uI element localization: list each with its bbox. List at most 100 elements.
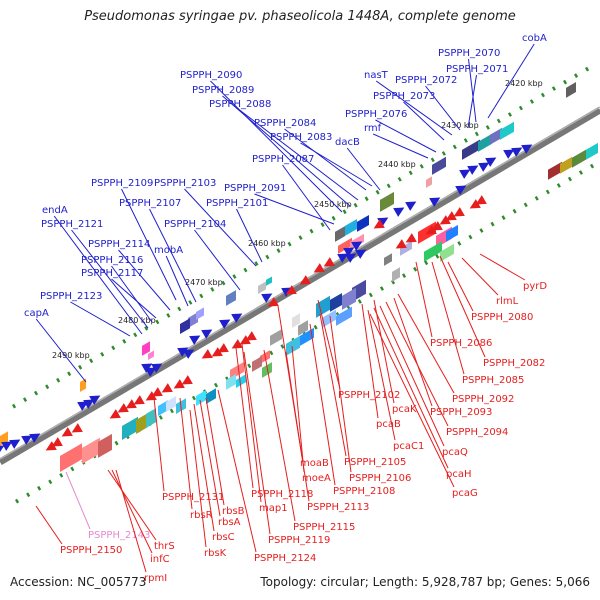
gene-block [424, 241, 442, 262]
reverse-leader-line [189, 409, 207, 548]
forward-gene-arrow [478, 162, 490, 172]
gene-block [158, 400, 168, 416]
outer-tick-dot [419, 163, 424, 169]
inner-tick-dot [114, 440, 119, 446]
gene-block [357, 214, 369, 232]
reverse-leader-line [243, 351, 271, 535]
forward-gene-label: PSPPH_2109 [91, 178, 153, 189]
inner-tick-dot [368, 292, 373, 298]
inner-tick-dot [70, 466, 75, 472]
forward-gene-arrow [337, 253, 349, 263]
forward-gene-arrow [503, 149, 515, 159]
outer-tick-dot [397, 176, 402, 182]
forward-gene-label: PSPPH_2114 [88, 239, 150, 250]
outer-tick-dot [23, 397, 28, 402]
forward-leader-line [284, 128, 367, 191]
reverse-gene-label: PSPPH_2118 [251, 489, 313, 500]
reverse-gene-label: pcaC1 [393, 441, 424, 452]
reverse-leader-line [447, 261, 474, 312]
outer-tick-dot [188, 300, 193, 305]
inner-tick-dot [402, 273, 407, 278]
outer-tick-dot [364, 196, 369, 202]
gene-block [335, 226, 345, 242]
gene-block [252, 356, 262, 372]
outer-tick-dot [298, 235, 303, 240]
reverse-gene-label: moaB [300, 458, 329, 469]
forward-leader-line [346, 147, 381, 191]
reverse-gene-arrow [373, 219, 385, 229]
forward-gene-label: dacB [335, 137, 360, 148]
forward-gene-arrow [219, 319, 231, 329]
reverse-gene-label: PSPPH_2105 [344, 457, 406, 468]
kbp-tick-label: 2440 kbp [378, 160, 416, 169]
gene-block [148, 350, 154, 360]
outer-tick-dot [474, 131, 479, 137]
reverse-gene-arrow [431, 221, 443, 231]
gene-block [392, 267, 400, 282]
forward-leader-line [300, 142, 373, 187]
forward-gene-arrow [21, 435, 33, 445]
forward-leader-line [222, 95, 351, 207]
gene-block [586, 142, 598, 160]
forward-leader-line [71, 229, 149, 329]
inner-tick-dot [413, 266, 418, 272]
forward-gene-label: PSPPH_2104 [164, 219, 226, 230]
outer-tick-dot [210, 287, 215, 292]
forward-gene-arrow [393, 207, 405, 217]
outer-tick-dot [122, 339, 127, 344]
inner-tick-dot [578, 170, 583, 175]
reverse-leader-line [291, 345, 305, 473]
kbp-tick-label: 2480 kbp [118, 316, 156, 325]
outer-tick-dot [89, 358, 94, 364]
gene-block [446, 224, 458, 242]
outer-tick-dot [155, 319, 160, 325]
reverse-gene-label: pyrD [523, 281, 547, 292]
kbp-tick-label: 2420 kbp [505, 79, 543, 88]
reverse-gene-arrow [61, 427, 73, 437]
reverse-gene-label: rbsA [218, 517, 241, 528]
gene-block [226, 290, 236, 306]
forward-gene-label: PSPPH_2117 [81, 268, 143, 279]
forward-gene-arrow [351, 241, 363, 251]
reverse-gene-arrow [395, 239, 407, 249]
inner-tick-dot [37, 485, 42, 491]
forward-gene-labels: cobA PSPPH_2070 PSPPH_2071 nasT PSPPH_2072 PS… [24, 33, 547, 383]
forward-gene-label: PSPPH_2121 [41, 219, 103, 230]
reverse-leader-line [277, 305, 310, 502]
forward-leader-line [184, 188, 257, 267]
reverse-leader-line [179, 397, 193, 510]
forward-leader-line [111, 265, 153, 323]
gene-block [462, 139, 480, 160]
kbp-tick-label: 2460 kbp [248, 239, 286, 248]
inner-tick-dot [534, 195, 539, 201]
gene-block [336, 306, 352, 326]
forward-leader-line [236, 208, 263, 263]
inner-tick-dot [26, 492, 31, 498]
gene-block [560, 156, 572, 174]
outer-tick-dot [166, 313, 171, 318]
gene-block [196, 390, 206, 406]
gene-block [166, 396, 176, 412]
reverse-leader-line [217, 389, 257, 553]
forward-gene-label: capA [24, 308, 49, 319]
inner-tick-dot [512, 208, 517, 214]
reverse-leader-line [309, 323, 336, 486]
gene-block [500, 121, 514, 140]
gene-block [206, 388, 216, 404]
forward-leader-line [194, 229, 241, 291]
inner-tick-dot [59, 473, 64, 478]
accession-label: Accession: NC_005773 [10, 575, 147, 589]
inner-tick-dot [457, 241, 462, 246]
reverse-gene-arrow [109, 409, 121, 419]
kbp-tick-label: 2430 kbp [441, 121, 479, 130]
forward-gene-label: cobA [522, 33, 547, 44]
outer-tick-dot [199, 293, 204, 299]
inner-tick-dot [501, 215, 506, 220]
forward-gene-label: PSPPH_2073 [373, 91, 435, 102]
gene-block [266, 276, 272, 286]
reverse-leader-line [317, 299, 341, 390]
outer-tick-dot [353, 202, 358, 208]
reverse-leader-line [205, 397, 225, 506]
